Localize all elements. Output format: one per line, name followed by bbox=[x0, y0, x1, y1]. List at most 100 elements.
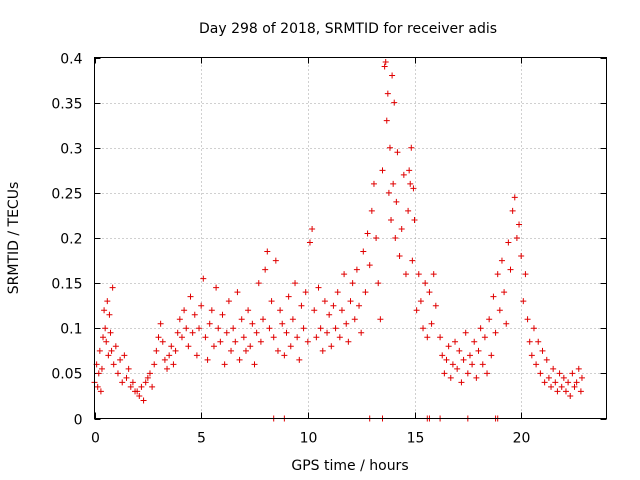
y-tick-label: 0.05 bbox=[51, 367, 82, 383]
data-point bbox=[304, 338, 311, 345]
data-point bbox=[223, 329, 230, 336]
data-point bbox=[242, 347, 249, 354]
data-point bbox=[155, 334, 162, 341]
data-point bbox=[159, 338, 166, 345]
y-tick-label: 0.4 bbox=[60, 52, 82, 68]
data-point bbox=[494, 271, 501, 278]
data-point bbox=[102, 325, 109, 332]
data-point bbox=[384, 90, 391, 97]
data-point bbox=[460, 356, 467, 363]
data-point bbox=[104, 298, 111, 305]
data-point bbox=[272, 257, 279, 264]
data-point bbox=[481, 334, 488, 341]
data-point bbox=[266, 325, 273, 332]
data-point bbox=[309, 225, 316, 232]
data-point bbox=[317, 325, 324, 332]
data-point bbox=[110, 361, 117, 368]
data-point bbox=[413, 307, 420, 314]
x-tick-label: 0 bbox=[91, 431, 100, 447]
data-point bbox=[311, 307, 318, 314]
data-point bbox=[488, 352, 495, 359]
data-point bbox=[187, 293, 194, 300]
data-point bbox=[462, 329, 469, 336]
data-point bbox=[347, 298, 354, 305]
data-point bbox=[443, 356, 450, 363]
data-point bbox=[356, 302, 363, 309]
data-point bbox=[428, 320, 435, 327]
data-point bbox=[362, 289, 369, 296]
data-point bbox=[552, 379, 559, 386]
data-point bbox=[149, 383, 156, 390]
data-point bbox=[172, 347, 179, 354]
data-point bbox=[432, 302, 439, 309]
data-point bbox=[146, 370, 153, 377]
data-point bbox=[328, 343, 335, 350]
data-point bbox=[426, 289, 433, 296]
data-point bbox=[386, 144, 393, 151]
data-point bbox=[368, 207, 375, 214]
data-point bbox=[202, 334, 209, 341]
data-point bbox=[516, 221, 523, 228]
data-point bbox=[486, 316, 493, 323]
data-point bbox=[285, 293, 292, 300]
data-point bbox=[490, 293, 497, 300]
data-point bbox=[319, 347, 326, 354]
data-point bbox=[398, 225, 405, 232]
data-point bbox=[281, 352, 288, 359]
data-point bbox=[377, 316, 384, 323]
data-point bbox=[449, 361, 456, 368]
data-point bbox=[375, 280, 382, 287]
data-point bbox=[198, 302, 205, 309]
data-point bbox=[366, 262, 373, 269]
y-tick-label: 0.1 bbox=[60, 322, 82, 338]
data-point bbox=[520, 298, 527, 305]
data-point bbox=[358, 329, 365, 336]
data-point bbox=[185, 343, 192, 350]
data-point bbox=[545, 374, 552, 381]
data-point bbox=[234, 289, 241, 296]
data-point bbox=[238, 316, 245, 323]
data-point bbox=[447, 374, 454, 381]
data-point bbox=[345, 338, 352, 345]
data-point bbox=[411, 216, 418, 223]
y-tick-label: 0.25 bbox=[51, 187, 82, 203]
data-point bbox=[228, 347, 235, 354]
data-point bbox=[496, 307, 503, 314]
data-point bbox=[157, 320, 164, 327]
data-point bbox=[409, 257, 416, 264]
data-point bbox=[373, 235, 380, 241]
data-point bbox=[383, 117, 390, 124]
data-point bbox=[475, 347, 482, 354]
data-point bbox=[528, 352, 535, 359]
x-axis-label: GPS time / hours bbox=[291, 458, 408, 474]
data-point bbox=[364, 230, 371, 237]
data-point bbox=[264, 248, 271, 255]
data-point bbox=[119, 379, 126, 386]
data-point bbox=[257, 338, 264, 345]
data-point bbox=[370, 180, 377, 187]
data-point bbox=[396, 253, 403, 260]
data-point bbox=[210, 343, 217, 350]
data-point bbox=[134, 388, 141, 395]
data-point bbox=[524, 316, 531, 323]
data-point bbox=[484, 370, 491, 377]
data-point bbox=[360, 248, 367, 255]
data-point bbox=[402, 271, 409, 278]
data-point bbox=[193, 352, 200, 359]
data-point bbox=[200, 275, 207, 282]
data-point bbox=[105, 352, 112, 359]
data-point bbox=[509, 207, 516, 214]
data-point bbox=[151, 361, 158, 368]
data-point bbox=[127, 383, 134, 390]
y-tick-label: 0 bbox=[74, 413, 83, 429]
data-point bbox=[219, 311, 226, 318]
data-point bbox=[381, 63, 388, 70]
data-point bbox=[249, 320, 256, 327]
data-point bbox=[336, 334, 343, 341]
x-tick-label: 20 bbox=[513, 431, 531, 447]
data-point bbox=[390, 180, 397, 187]
data-point bbox=[94, 383, 101, 390]
data-point bbox=[539, 347, 546, 354]
data-point bbox=[334, 289, 341, 296]
data-point bbox=[430, 271, 437, 278]
